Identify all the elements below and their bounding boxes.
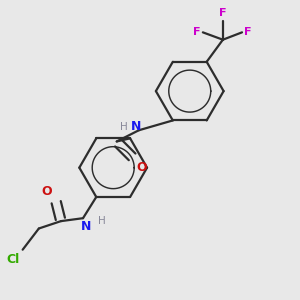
Text: Cl: Cl	[7, 253, 20, 266]
Text: O: O	[41, 184, 52, 198]
Text: N: N	[81, 220, 91, 233]
Text: H: H	[120, 122, 127, 132]
Text: F: F	[193, 27, 200, 37]
Text: F: F	[244, 27, 252, 37]
Text: F: F	[219, 8, 226, 18]
Text: O: O	[137, 161, 147, 175]
Text: N: N	[131, 120, 142, 133]
Text: H: H	[98, 215, 106, 226]
